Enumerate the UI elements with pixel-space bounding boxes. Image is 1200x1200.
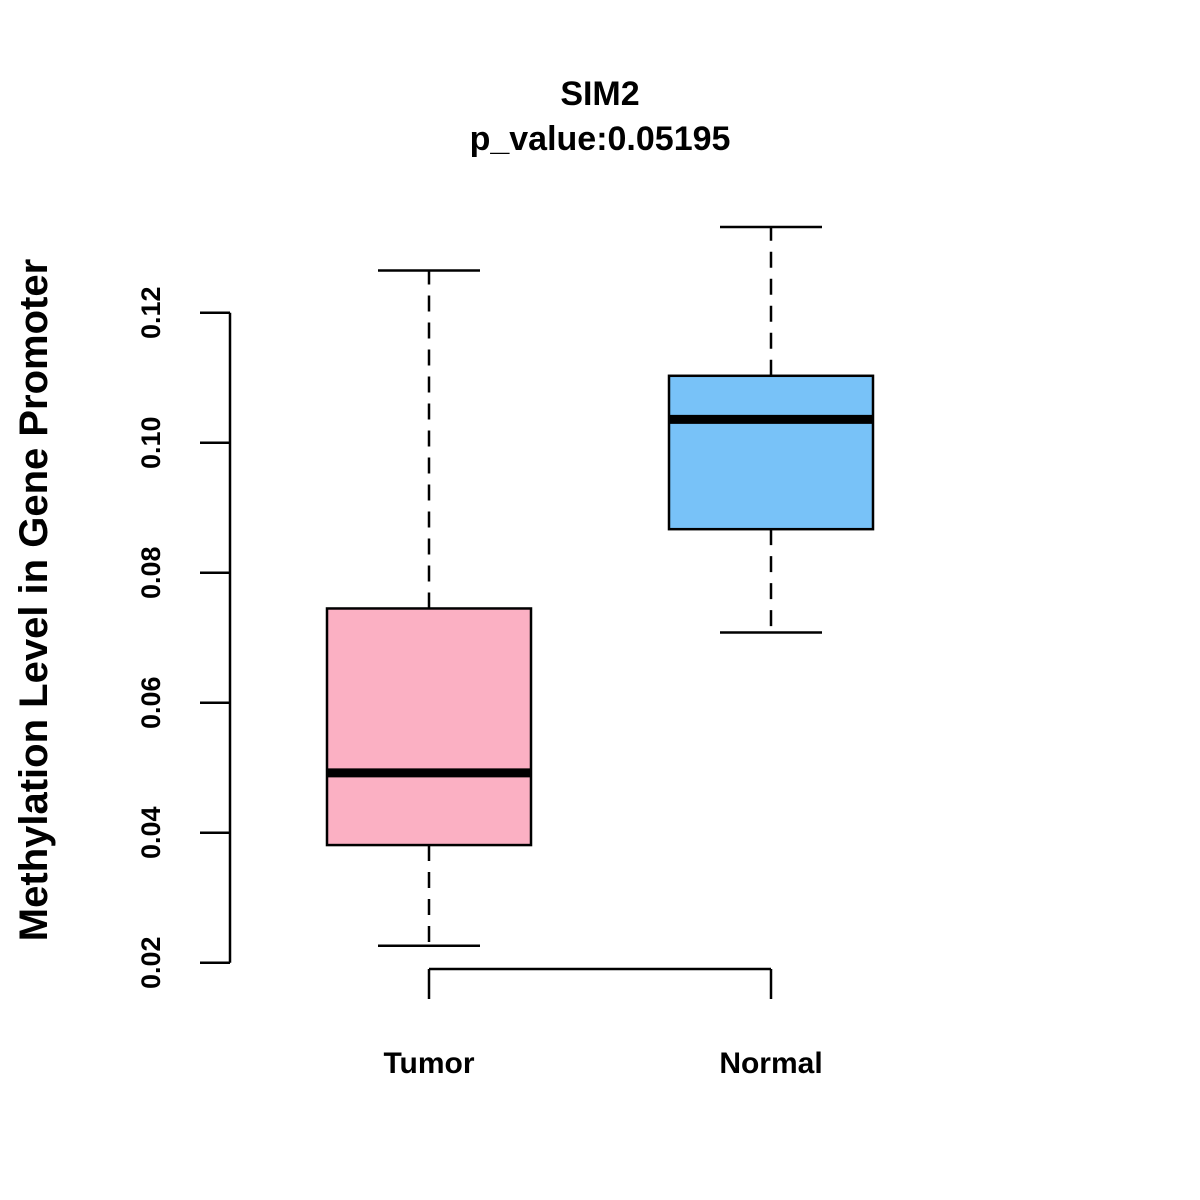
y-tick-label: 0.12 xyxy=(136,286,166,339)
y-tick-label: 0.04 xyxy=(136,806,166,859)
y-tick-label: 0.02 xyxy=(136,936,166,989)
iqr-box xyxy=(667,374,875,531)
y-tick-label: 0.06 xyxy=(136,676,166,729)
x-tick-label-tumor: Tumor xyxy=(383,1047,474,1080)
chart-title: SIM2 xyxy=(560,75,639,113)
chart-subtitle: p_value:0.05195 xyxy=(470,120,731,158)
iqr-box xyxy=(325,607,533,847)
box-tumor xyxy=(325,269,533,948)
y-tick-label: 0.10 xyxy=(136,416,166,469)
box-normal xyxy=(667,225,875,634)
y-axis-label: Methylation Level in Gene Promoter xyxy=(12,259,56,941)
y-axis: 0.02 0.04 0.06 0.08 0.10 0.12 xyxy=(136,286,232,989)
x-axis: Tumor Normal xyxy=(383,967,823,1080)
x-tick-label-normal: Normal xyxy=(719,1047,822,1080)
boxes-group xyxy=(325,225,875,948)
y-tick-label: 0.08 xyxy=(136,546,166,599)
